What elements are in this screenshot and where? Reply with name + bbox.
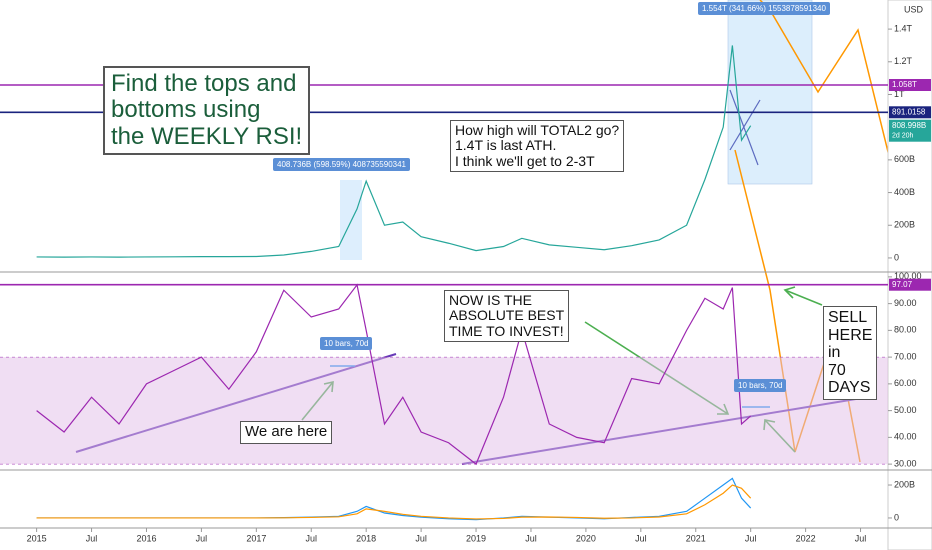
x-tick-label: Jul [635,533,647,543]
headline: Find the tops and bottoms using the WEEK… [103,66,311,156]
sell-line: SELL [828,309,868,326]
y-tick-label: 1.4T [894,23,913,33]
invest-note: NOW IS THE ABSOLUTE BEST TIME TO INVEST! [444,290,570,343]
question-line: 1.4T is last ATH. [455,137,557,154]
last-price-tag [889,119,931,142]
x-tick-label: Jul [196,533,208,543]
h-line-label: 97.07 [892,280,913,289]
price-line [36,45,752,258]
x-tick-label: Jul [415,533,427,543]
h-line-tag [889,79,931,91]
question-line: How high will TOTAL2 go? [455,122,620,138]
y-tick-label: 100.00 [894,271,922,281]
range-label: 408.736B (598.59%) 408735590341 [273,158,410,171]
y-tick-label: 60.00 [894,378,917,388]
currency: USD [904,4,924,14]
y-tick-label: 30.00 [894,458,917,468]
y-tick-label: 0 [894,252,899,262]
question-line: I think we'll get to 2-3T [455,152,595,169]
y-tick-label: 90.00 [894,298,917,308]
h-line-tag [889,278,931,291]
here-note: We are here [240,421,333,444]
x-tick-label: 2019 [466,533,486,543]
h-line-tag [889,106,931,119]
y-tick-label: 80.00 [894,325,917,335]
x-tick-label: Jul [855,533,867,543]
h-line-label: 891.0158 [892,107,926,116]
y-tick-label: 0 [894,512,899,522]
x-tick-label: Jul [305,533,317,543]
x-tick-label: 2022 [796,533,816,543]
sell-line: in [828,344,841,362]
x-tick-label: 2018 [356,533,376,543]
y-tick-label: 1.2T [894,56,913,66]
axis-panel [887,0,932,550]
y-tick-label: 50.00 [894,405,917,415]
series-line [36,484,752,520]
wedge [729,99,761,151]
y-tick-label: 1T [894,89,905,99]
sell-line: DAYS [828,379,871,397]
range-box [727,0,813,185]
x-tick-label: 2021 [686,533,706,543]
x-tick-label: 2020 [576,533,596,543]
bars-label: 10 bars, 70d [320,337,373,350]
x-tick-label: Jul [745,533,757,543]
countdown: 2d 20h [892,133,914,140]
rsi-band [0,357,888,465]
x-tick-label: Jul [525,533,537,543]
y-tick-label: 400B [894,187,915,197]
y-tick-label: 70.00 [894,351,917,361]
headline-line: bottoms using [111,96,261,124]
x-tick-label: 2016 [136,533,156,543]
question: How high will TOTAL2 go? 1.4T is last AT… [450,120,625,173]
sell-line: HERE [828,326,873,344]
invest-line: ABSOLUTE BEST [449,307,565,324]
sell-note: SELL HERE in 70 DAYS [823,306,878,400]
headline-line: Find the tops and [111,70,297,97]
x-tick-label: 2015 [27,533,47,543]
invest-line: TIME TO INVEST! [449,322,564,339]
x-tick-label: Jul [86,533,98,543]
h-line-label: 1.058T [892,80,917,89]
sell-line: 70 [828,361,846,379]
y-tick-label: 200B [894,479,915,489]
last-price-label: 808.998B [892,121,926,130]
price-line [36,283,752,466]
y-tick-label: 200B [894,220,915,230]
range-label: 1.554T (341.66%) 1553878591340 [698,2,830,15]
bars-label: 10 bars, 70d [734,379,787,392]
x-tick-label: 2017 [246,533,266,543]
invest-line: NOW IS THE [449,292,532,308]
y-tick-label: 40.00 [894,432,917,442]
headline-line: the WEEKLY RSI! [111,122,303,150]
y-tick-label: 600B [894,154,915,164]
